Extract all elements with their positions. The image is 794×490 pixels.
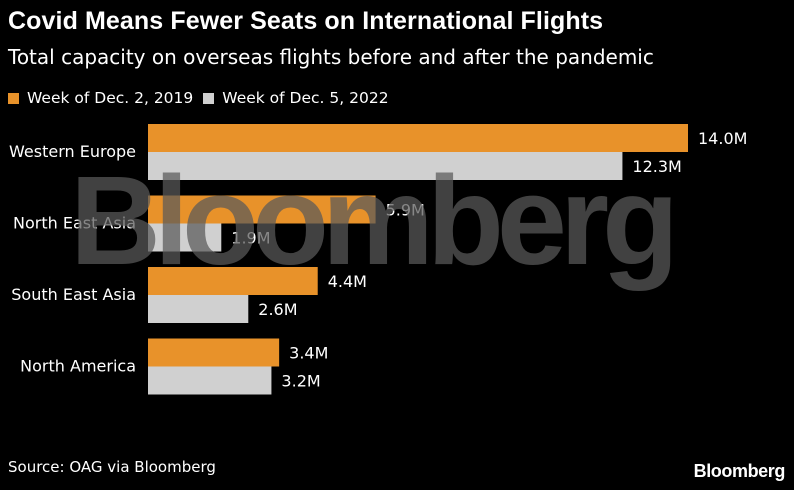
category-label: South East Asia [11,285,136,304]
legend-label-2022: Week of Dec. 5, 2022 [222,89,389,107]
data-label: 14.0M [698,129,747,148]
bar-chart: Western Europe 14.0M 12.3M North East Asia 5… [9,124,747,395]
legend-swatch-2022 [203,92,215,104]
data-label: 3.2M [281,372,320,391]
data-label: 2.6M [258,300,297,319]
bar [148,124,688,152]
data-label: 1.9M [231,229,270,248]
category-label: North East Asia [13,214,136,233]
bloomberg-logo: Bloomberg [693,461,786,481]
bar [148,223,222,252]
legend-swatch-2019 [8,92,19,104]
legend-item-2022: Week of Dec. 5, 2022 [203,89,389,107]
data-label: 3.4M [289,344,328,363]
bar [148,295,249,323]
bar [148,152,623,180]
data-label: 5.9M [386,201,425,220]
source-note: Source: OAG via Bloomberg [8,458,216,476]
bar [148,195,376,224]
bar [148,267,318,295]
legend: Week of Dec. 2, 2019 Week of Dec. 5, 202… [8,89,399,107]
legend-label-2019: Week of Dec. 2, 2019 [27,89,194,107]
data-label: 12.3M [632,157,681,176]
chart-title: Covid Means Fewer Seats on International… [8,7,604,35]
category-label: North America [20,357,136,376]
category-label: Western Europe [9,142,136,161]
data-label: 4.4M [328,272,367,291]
bar [148,366,272,395]
bar [148,338,280,367]
legend-item-2019: Week of Dec. 2, 2019 [8,89,193,107]
chart-subtitle: Total capacity on overseas flights befor… [8,45,654,69]
